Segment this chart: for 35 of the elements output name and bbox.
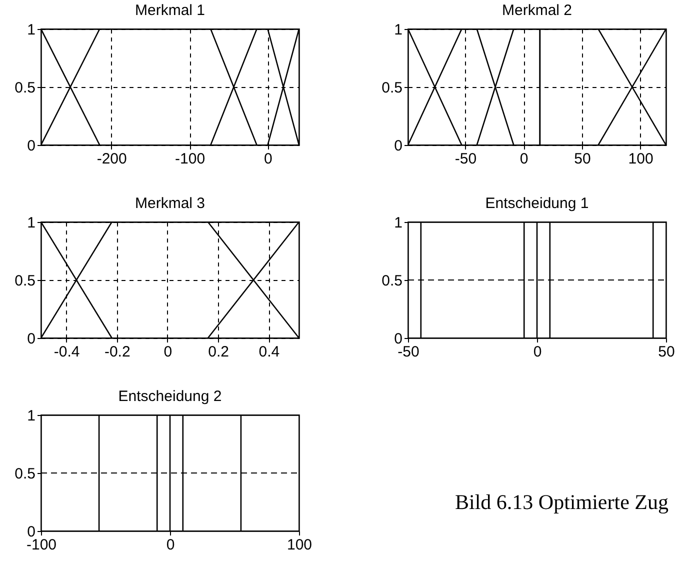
x-tick-label: 0.2	[208, 344, 229, 360]
x-tick-label: 50	[658, 344, 675, 360]
x-tick-label: 0	[520, 150, 528, 168]
chart-title: Entscheidung 1	[485, 195, 589, 212]
y-tick-label: 0.5	[382, 272, 402, 290]
x-tick-label: 0	[166, 536, 175, 554]
y-tick-label: 0	[27, 330, 36, 348]
x-tick-label: -100	[175, 150, 206, 168]
x-tick-label: -0.4	[54, 344, 80, 360]
y-tick-label: 1	[27, 22, 36, 38]
chart-title: Merkmal 3	[134, 195, 206, 212]
x-tick-label: 50	[574, 150, 591, 168]
x-tick-label: 100	[628, 150, 654, 168]
x-tick-label: 0.4	[258, 344, 280, 360]
x-tick-label: -50	[454, 150, 477, 168]
x-tick-label: 100	[286, 536, 312, 554]
x-tick-label: 0	[264, 150, 272, 168]
text: Bild 6.13 Optimierte Zug	[455, 490, 668, 515]
y-tick-label: 0.5	[14, 272, 36, 290]
y-tick-label: 1	[394, 214, 402, 232]
chart-title: Merkmal 2	[502, 2, 572, 19]
x-tick-label: 0	[533, 344, 542, 360]
y-tick-label: 0.5	[14, 466, 36, 482]
x-tick-label: 0	[164, 344, 172, 360]
y-tick-label: 0	[394, 138, 402, 154]
y-tick-label: 1	[27, 214, 36, 232]
chart-title: Merkmal 1	[134, 2, 206, 19]
y-tick-label: 1	[394, 22, 402, 38]
chart-title: Entscheidung 2	[118, 388, 222, 405]
x-tick-label: -0.2	[104, 344, 130, 360]
y-tick-label: 1	[27, 408, 36, 424]
y-tick-label: 0	[27, 138, 36, 154]
y-tick-label: 0.5	[382, 80, 402, 96]
y-tick-label: 0.5	[14, 80, 36, 96]
x-tick-label: -200	[96, 150, 127, 168]
